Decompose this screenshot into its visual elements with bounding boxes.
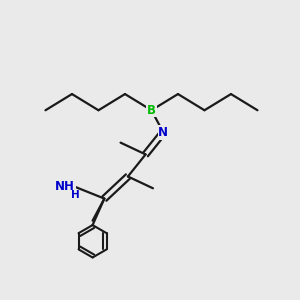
Text: B: B bbox=[147, 104, 156, 117]
Text: NH: NH bbox=[55, 180, 75, 193]
Text: H: H bbox=[71, 190, 80, 200]
Text: N: N bbox=[158, 126, 168, 139]
